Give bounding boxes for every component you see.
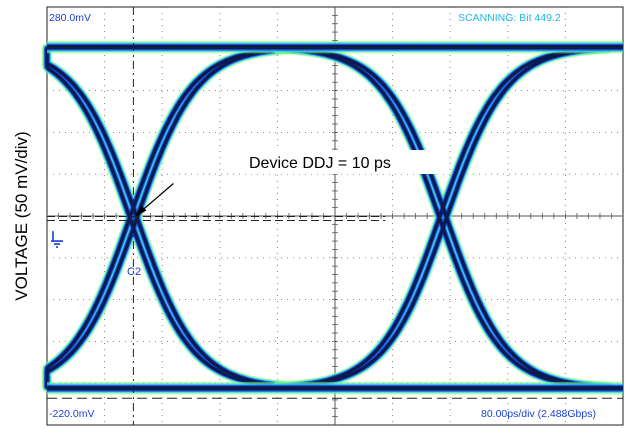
ground-reference-icon: [51, 231, 63, 248]
timebase-reading: 80.00ps/div (2.488Gbps): [481, 408, 596, 420]
overlay-markers: [47, 7, 623, 425]
y-top-reading: 280.0mV: [49, 12, 91, 24]
screen-labels: 280.0mV -220.0mV SCANNING: Bit 449.2 80.…: [49, 12, 596, 420]
ddj-annotation: Device DDJ = 10 ps: [249, 155, 391, 172]
eye-rising-edge: [275, 47, 611, 389]
eye-traces: [42, 40, 623, 395]
annotation-arrowhead: [135, 205, 147, 217]
eye-falling-edge: [275, 46, 611, 389]
annotation-background: [248, 150, 448, 174]
scan-status: SCANNING: Bit 449.2: [458, 12, 561, 24]
y-bottom-reading: -220.0mV: [49, 408, 95, 420]
channel-label: C2: [127, 266, 141, 278]
